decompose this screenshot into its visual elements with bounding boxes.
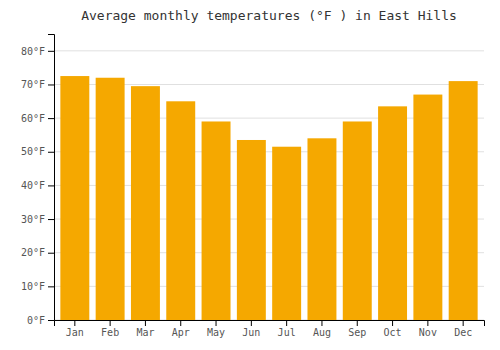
chart-container: Jan Feb Mar Apr May Jun Jul Aug Sep Oct Nov Dec 0°F 1…	[0, 0, 500, 350]
bar	[449, 81, 478, 320]
x-tick: Jul	[278, 320, 296, 338]
x-tick-mark	[110, 320, 111, 326]
y-tick: 30°F	[21, 214, 54, 225]
x-tick-mark	[463, 320, 464, 326]
y-tick: 50°F	[21, 146, 54, 157]
bar	[237, 140, 266, 320]
x-axis-line	[55, 321, 485, 327]
y-tick-mark	[48, 118, 54, 119]
bar	[307, 138, 336, 320]
x-tick: May	[207, 320, 225, 338]
x-tick-label: Feb	[101, 327, 119, 338]
x-tick-label: Sep	[348, 327, 366, 338]
x-tick-mark	[427, 320, 428, 326]
y-tick-mark	[48, 219, 54, 220]
x-tick-label: Dec	[454, 327, 472, 338]
x-tick-mark	[321, 320, 322, 326]
x-tick-mark	[180, 320, 181, 326]
x-tick-label: Apr	[172, 327, 190, 338]
x-tick: Jan	[66, 320, 84, 338]
x-tick-mark	[357, 320, 358, 326]
chart: Jan Feb Mar Apr May Jun Jul Aug Sep Oct Nov Dec 0°F 1…	[0, 0, 500, 350]
x-tick-mark	[286, 320, 287, 326]
y-tick: 20°F	[21, 247, 54, 258]
grid-line	[54, 50, 484, 51]
x-tick: Feb	[101, 320, 119, 338]
y-axis: 0°F 10°F 20°F 30°F 40°F 50°F 60°F 70°F 80°F	[21, 35, 55, 326]
x-tick: Aug	[313, 320, 331, 338]
bar	[413, 95, 442, 320]
y-tick-mark	[48, 152, 54, 153]
x-tick-mark	[216, 320, 217, 326]
x-tick-mark	[251, 320, 252, 326]
x-tick-label: Jun	[242, 327, 260, 338]
title: Average monthly temperatures (°F ) in Ea…	[81, 8, 457, 23]
y-tick: 70°F	[21, 79, 54, 90]
x-tick: Oct	[384, 320, 402, 338]
bar	[272, 147, 301, 320]
y-tick-mark	[48, 51, 54, 52]
bar	[202, 121, 231, 320]
y-tick-label: 70°F	[21, 79, 45, 90]
bar	[96, 78, 125, 320]
y-tick: 40°F	[21, 180, 54, 191]
y-tick-label: 20°F	[21, 247, 45, 258]
x-tick-label: Oct	[384, 327, 402, 338]
y-tick: 60°F	[21, 113, 54, 124]
y-tick-mark	[48, 253, 54, 254]
x-tick: Dec	[454, 320, 472, 338]
x-axis: Jan Feb Mar Apr May Jun Jul Aug Sep Oct Nov Dec	[55, 320, 485, 338]
x-tick-mark	[392, 320, 393, 326]
x-tick: Sep	[348, 320, 366, 338]
bar	[60, 76, 89, 320]
y-tick: 0°F	[27, 315, 54, 326]
y-tick-mark	[48, 84, 54, 85]
y-tick-mark	[48, 286, 54, 287]
x-tick-label: Jan	[66, 327, 84, 338]
bar	[166, 101, 195, 320]
x-tick-mark	[74, 320, 75, 326]
y-tick-label: 0°F	[27, 315, 45, 326]
y-tick-mark	[48, 320, 54, 321]
y-tick: 80°F	[21, 46, 54, 57]
grid	[54, 51, 484, 320]
x-tick-label: Aug	[313, 327, 331, 338]
y-tick-label: 60°F	[21, 113, 45, 124]
x-tick: Mar	[136, 320, 154, 338]
bar	[131, 86, 160, 320]
x-tick-label: Mar	[136, 327, 154, 338]
x-tick-label: May	[207, 327, 225, 338]
bar	[378, 106, 407, 320]
y-tick-label: 10°F	[21, 281, 45, 292]
y-tick-label: 30°F	[21, 214, 45, 225]
x-tick: Jun	[242, 320, 260, 338]
bar	[343, 121, 372, 320]
x-tick: Apr	[172, 320, 190, 338]
y-tick-label: 50°F	[21, 146, 45, 157]
y-tick-mark	[48, 185, 54, 186]
y-axis-line	[48, 35, 55, 321]
x-tick: Nov	[419, 320, 437, 338]
y-tick: 10°F	[21, 281, 54, 292]
x-tick-mark	[145, 320, 146, 326]
bars	[60, 76, 477, 320]
y-tick-label: 80°F	[21, 46, 45, 57]
x-tick-label: Nov	[419, 327, 437, 338]
y-tick-label: 40°F	[21, 180, 45, 191]
x-tick-label: Jul	[278, 327, 296, 338]
